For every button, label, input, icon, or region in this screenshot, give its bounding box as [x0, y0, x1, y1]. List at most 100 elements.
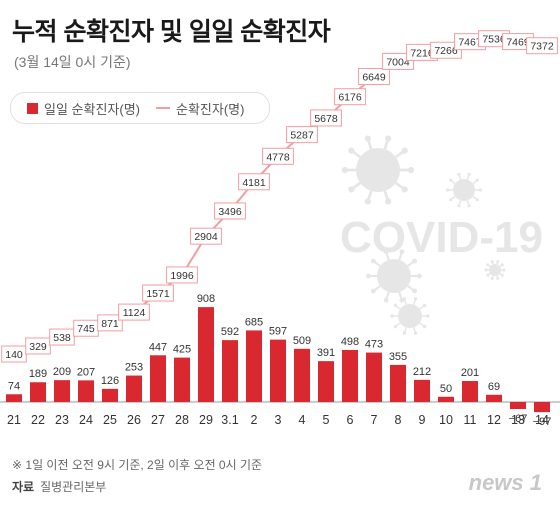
bar-value-label: 425: [173, 344, 191, 356]
x-tick-label: 22: [31, 413, 45, 427]
bar: [174, 357, 190, 402]
x-tick-label: 24: [79, 413, 93, 427]
legend-swatch-line: [156, 107, 170, 109]
virus-spike-tip: [478, 188, 483, 192]
bar: [438, 396, 454, 402]
cumulative-value-box: [382, 52, 414, 70]
bar-value-label: 69: [488, 381, 500, 393]
cumulative-value-label: 7004: [386, 56, 410, 68]
bar-value-label: 209: [53, 366, 71, 378]
virus-spike-tip: [475, 178, 479, 182]
virus-spike-tip: [366, 273, 371, 279]
cumulative-value-label: 7469: [506, 37, 530, 49]
bar-value-label: 498: [341, 336, 359, 348]
chart-subtitle: (3월 14일 0시 기준): [14, 54, 131, 70]
bar-value-label: 253: [125, 362, 143, 374]
bar-value-label: 509: [293, 335, 311, 347]
virus-spike-tip: [401, 147, 408, 154]
legend-swatch-bar: [27, 102, 38, 114]
source-name: 질병관리본부: [40, 480, 107, 494]
watermark-text: COVID-19: [340, 213, 543, 262]
x-tick-label: 29: [199, 413, 213, 427]
cumulative-value-box: [214, 202, 246, 220]
cumulative-value-box: [238, 173, 270, 191]
bar: [30, 382, 46, 402]
bar-value-label: 207: [77, 366, 95, 378]
cumulative-value-label: 4778: [266, 151, 290, 163]
bar-value-label: −67: [509, 413, 528, 425]
virus-spike-tip: [412, 288, 418, 294]
virus-spike-tip: [385, 135, 392, 142]
cumulative-value-label: 140: [5, 349, 23, 361]
cumulative-value-label: 6649: [362, 72, 386, 84]
bar-value-label: 592: [221, 326, 239, 338]
virus-spike-tip: [412, 258, 418, 264]
bar-value-label: 50: [440, 383, 452, 395]
virus-spike-tip: [457, 204, 461, 208]
bar-value-label: 212: [413, 366, 431, 378]
virus-spike-tip: [467, 172, 471, 176]
cumulative-value-box: [286, 126, 318, 144]
cumulative-value-label: 7467: [458, 37, 482, 49]
virus-spike-tip: [393, 303, 398, 308]
virus-spike-tip: [385, 198, 392, 205]
cumulative-value-box: [97, 314, 123, 332]
bar: [390, 364, 406, 402]
bar-value-label: 355: [389, 351, 407, 363]
virus-spike-tip: [422, 324, 427, 329]
virus-spike-tip: [496, 277, 500, 281]
x-tick-label: 27: [151, 413, 165, 427]
virus-spike-tip: [449, 178, 453, 182]
cumulative-value-label: 5287: [290, 130, 314, 142]
virus-spike-tip: [475, 198, 479, 202]
virus-icon: [366, 249, 422, 303]
bar: [462, 380, 478, 402]
cumulative-value-box: [358, 68, 390, 86]
virus-spike-tip: [370, 288, 376, 294]
virus-spike-tip: [426, 314, 430, 318]
virus-spike-tip: [390, 314, 394, 318]
bar: [318, 361, 334, 402]
x-tick-label: 10: [439, 413, 453, 427]
cumulative-value-box: [430, 41, 462, 59]
bar-value-label: 908: [197, 293, 215, 305]
x-tick-label: 8: [395, 413, 402, 427]
virus-body: [489, 264, 501, 276]
virus-spike-tip: [364, 198, 371, 205]
cumulative-value-label: 329: [29, 341, 47, 353]
cumulative-value-box: [166, 266, 198, 284]
bar: [342, 349, 358, 402]
chart-title: 누적 순확진자 및 일일 순확진자: [12, 18, 331, 46]
x-tick-label: 7: [371, 413, 378, 427]
virus-spike-tip: [341, 166, 349, 174]
x-tick-label: 23: [55, 413, 69, 427]
virus-spike-tip: [490, 277, 494, 281]
x-tick-label: 26: [127, 413, 141, 427]
x-tick-label: 9: [419, 413, 426, 427]
legend-label-cumulative: 순확진자(명): [176, 101, 245, 117]
bar: [486, 394, 502, 402]
virus-spike-tip: [486, 273, 490, 277]
source: 자료 질병관리본부: [12, 478, 106, 495]
cumulative-value-box: [118, 303, 150, 321]
legend-item-cumulative: 순확진자(명): [156, 99, 244, 118]
x-tick-label: 28: [175, 413, 189, 427]
virus-spike-tip: [457, 172, 461, 176]
virus-spike-tip: [484, 268, 488, 272]
bar-value-label: −97: [533, 416, 552, 428]
bar-value-label: 126: [101, 375, 119, 387]
bar: [366, 352, 382, 402]
cumulative-value-label: 5678: [314, 113, 338, 125]
cumulative-value-label: 1571: [146, 288, 170, 300]
bar-value-label: 189: [29, 368, 47, 380]
virus-spike-tip: [402, 297, 407, 301]
bar: [78, 380, 94, 402]
cumulative-value-label: 7536: [482, 34, 506, 46]
cumulative-value-label: 7216: [410, 47, 434, 59]
x-tick-label: 6: [347, 413, 354, 427]
virus-spike-tip: [364, 135, 371, 142]
virus-spike-tip: [417, 273, 422, 279]
virus-spike-tip: [401, 186, 408, 193]
bar-value-label: 447: [149, 341, 167, 353]
